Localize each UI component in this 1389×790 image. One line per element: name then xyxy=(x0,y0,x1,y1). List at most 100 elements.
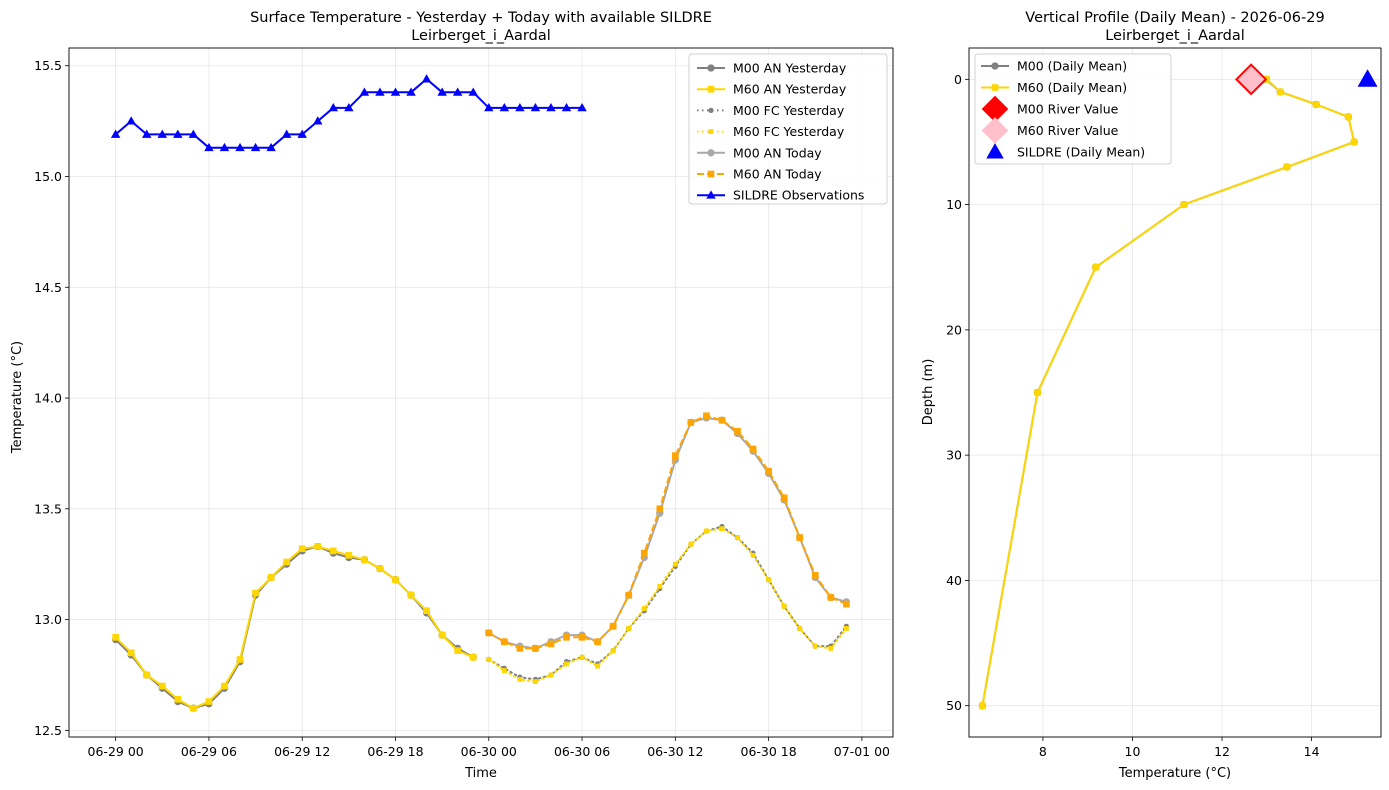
data-point xyxy=(546,102,556,112)
series-m60-fc-yesterday xyxy=(486,526,849,685)
x-tick-label: 12 xyxy=(1214,744,1230,759)
legend-label: SILDRE (Daily Mean) xyxy=(1017,145,1145,160)
series-sildre-observations xyxy=(110,74,587,152)
y-tick-label: 14.0 xyxy=(34,391,62,406)
legend-marker xyxy=(981,117,1009,144)
legend-label: M00 FC Yesterday xyxy=(733,103,845,118)
data-point xyxy=(765,467,772,475)
legend-item: M00 AN Yesterday xyxy=(697,61,847,76)
chart-left-axes-frame xyxy=(68,47,894,738)
x-tick-label: 07-01 00 xyxy=(834,744,890,759)
data-point xyxy=(796,534,804,541)
data-point xyxy=(703,412,710,420)
data-point xyxy=(595,663,601,669)
data-point xyxy=(345,552,353,559)
data-point xyxy=(437,87,447,96)
data-point xyxy=(1092,263,1100,271)
legend-label: M00 AN Yesterday xyxy=(733,61,847,76)
data-point xyxy=(797,626,803,631)
data-point xyxy=(112,633,119,641)
series-line xyxy=(488,414,847,650)
legend-marker xyxy=(707,85,715,93)
y-tick-label: 40 xyxy=(946,573,962,588)
data-point xyxy=(734,427,741,435)
data-point xyxy=(609,622,617,630)
series-m60-an-today xyxy=(485,412,850,652)
legend-label: M60 AN Yesterday xyxy=(733,82,847,97)
data-point xyxy=(1276,88,1284,96)
data-point xyxy=(548,672,554,678)
data-point xyxy=(344,102,354,112)
data-point xyxy=(827,594,835,601)
legend-item: M00 (Daily Mean) xyxy=(981,59,1127,74)
x-tick-label: 06-30 12 xyxy=(647,744,703,759)
data-point xyxy=(486,657,492,662)
y-tick-label: 13.5 xyxy=(34,501,62,516)
data-point xyxy=(579,654,585,660)
legend-marker xyxy=(707,170,715,178)
data-point xyxy=(188,129,199,138)
data-point xyxy=(688,541,694,547)
x-tick-label: 06-29 12 xyxy=(274,744,330,759)
data-point xyxy=(578,633,586,641)
data-point xyxy=(235,142,245,152)
legend-item: M00 AN Today xyxy=(697,145,822,160)
chart-right-subtitle: Leirberget_i_Aardal xyxy=(1105,28,1245,44)
data-point xyxy=(221,682,228,690)
series-line xyxy=(114,545,474,710)
data-point xyxy=(517,676,523,682)
series-m60-daily-mean- xyxy=(979,75,1358,710)
y-tick-label: 0 xyxy=(954,72,962,87)
legend-item: M60 FC Yesterday xyxy=(697,124,845,139)
data-point xyxy=(530,102,541,112)
data-point xyxy=(656,505,664,513)
x-tick-label: 10 xyxy=(1125,744,1141,759)
legend-label: M00 AN Today xyxy=(733,145,822,160)
data-point xyxy=(143,671,151,679)
data-point xyxy=(1236,64,1266,95)
chart-left-subtitle: Leirberget_i_Aardal xyxy=(411,28,551,44)
chart-left-xlabel: Time xyxy=(464,766,497,781)
data-point xyxy=(423,607,430,615)
x-tick-label: 06-30 00 xyxy=(461,744,517,759)
data-point xyxy=(297,129,307,138)
data-point xyxy=(1283,163,1291,171)
legend-item: M60 (Daily Mean) xyxy=(981,80,1127,95)
series-m00-fc-yesterday xyxy=(486,523,850,683)
series-line xyxy=(981,78,1356,706)
data-point xyxy=(781,603,787,609)
y-tick-label: 50 xyxy=(946,698,962,713)
legend-marker xyxy=(991,84,999,91)
data-point xyxy=(174,696,182,703)
data-point xyxy=(499,102,510,112)
series-line xyxy=(487,525,848,681)
data-point xyxy=(190,704,197,712)
data-point xyxy=(283,558,290,566)
y-tick-label: 20 xyxy=(946,322,962,337)
data-point xyxy=(126,116,136,125)
series-m60-river-value xyxy=(1236,64,1266,95)
legend-label: SILDRE Observations xyxy=(733,188,864,203)
y-tick-label: 12.5 xyxy=(34,723,62,738)
data-point xyxy=(532,679,538,685)
data-point xyxy=(173,129,183,138)
chart-right-legend: M00 (Daily Mean) M60 (Daily Mean) M00 Rive… xyxy=(974,53,1172,165)
data-point xyxy=(672,452,679,459)
data-point xyxy=(563,633,570,641)
data-point xyxy=(564,661,569,667)
series-line xyxy=(488,416,847,650)
legend-marker xyxy=(991,62,999,70)
data-point xyxy=(610,648,616,654)
legend-item: M60 River Value xyxy=(981,117,1119,144)
chart-left-grid xyxy=(69,48,893,737)
legend-marker xyxy=(986,143,1004,159)
data-point xyxy=(250,142,261,152)
data-point xyxy=(594,638,601,646)
data-point xyxy=(750,552,756,558)
data-point xyxy=(749,445,757,453)
data-point xyxy=(501,668,507,673)
data-point xyxy=(704,528,709,534)
data-point xyxy=(252,589,259,597)
data-point xyxy=(204,142,214,152)
data-point xyxy=(359,87,370,96)
